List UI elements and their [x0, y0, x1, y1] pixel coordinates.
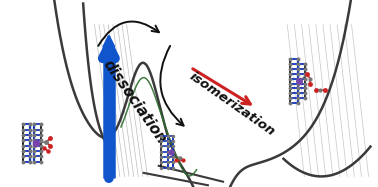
Text: isomerization: isomerization [187, 70, 278, 139]
Text: dissociation: dissociation [100, 58, 169, 147]
